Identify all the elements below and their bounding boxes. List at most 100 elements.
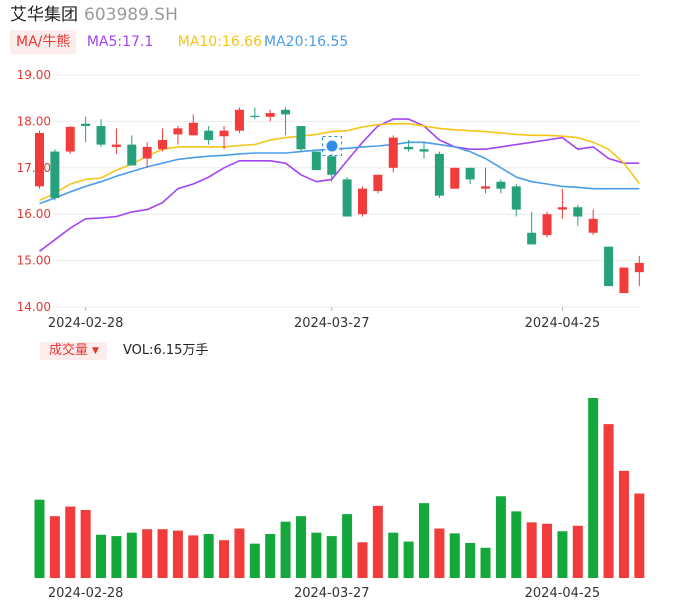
volume-bar (465, 542, 476, 578)
candle-body (35, 133, 44, 187)
candle-body (465, 167, 475, 180)
volume-bar (434, 528, 445, 578)
crosshair-dot-icon (324, 138, 340, 154)
volume-bar (49, 516, 60, 578)
candle-body (327, 156, 337, 175)
volume-bar (357, 542, 368, 578)
ma20-legend: MA20:16.55 (264, 34, 349, 50)
candle-down (465, 167, 475, 185)
candle-body (296, 126, 306, 150)
candle-body (173, 128, 183, 135)
date-tick-label: 2024-04-25 (525, 316, 601, 331)
candle-body (604, 246, 614, 287)
volume-bar (511, 511, 522, 578)
volume-bar (588, 398, 599, 578)
volume-bar (618, 470, 629, 578)
volume-bar (542, 523, 553, 578)
candlestick-series (35, 107, 644, 294)
candle-body (511, 186, 521, 210)
candle-down (311, 151, 321, 171)
candle-body (250, 115, 260, 118)
volume-bar (342, 514, 353, 578)
volume-bar (219, 540, 230, 578)
price-tick-label: 19.00 (17, 68, 51, 82)
volume-bar (311, 532, 322, 578)
volume-bar (495, 496, 506, 578)
stock-code: 603989.SH (84, 5, 178, 25)
stock-header: 艾华集团 603989.SH (10, 4, 178, 26)
candle-down (296, 126, 306, 152)
candle-body (527, 232, 537, 245)
date-tick-label: 2024-02-28 (48, 316, 124, 331)
stock-name: 艾华集团 (10, 5, 78, 25)
ma5-line (39, 118, 640, 252)
volume-value: VOL:6.15万手 (122, 343, 209, 358)
crosshair-marker[interactable] (322, 136, 342, 156)
volume-bar (480, 547, 491, 578)
candle-down (527, 211, 537, 245)
candle-up (373, 174, 383, 194)
volume-bar (65, 506, 76, 578)
candle-up (65, 126, 75, 154)
candle-up (265, 109, 275, 122)
volume-bar (372, 505, 383, 578)
volume-date-tick-label: 2024-02-28 (48, 586, 124, 601)
volume-bar (203, 534, 214, 578)
candle-up (357, 186, 367, 217)
ma10-legend: MA10:16.66 (177, 34, 263, 50)
candle-body (419, 149, 429, 152)
candle-body (158, 139, 168, 150)
volume-bar (34, 499, 45, 578)
candle-down (434, 151, 444, 198)
volume-bar (126, 532, 137, 578)
candle-body (619, 267, 629, 294)
candle-down (281, 107, 291, 136)
ma5-legend: MA5:17.1 (86, 34, 154, 50)
candle-body (388, 137, 398, 168)
candle-body (342, 179, 352, 217)
volume-bar (157, 529, 168, 578)
candle-up (450, 167, 460, 189)
candle-up (111, 128, 121, 154)
chevron-down-icon: ▼ (92, 346, 99, 356)
volume-bar (172, 530, 183, 578)
volume-bar (188, 535, 199, 578)
price-axis: 19.00 18.00 17.00 16.00 15.00 14.00 (17, 68, 51, 314)
candle-body (219, 130, 229, 137)
volume-date-axis: 2024-02-28 2024-03-27 2024-04-25 (48, 586, 600, 601)
price-tick-label: 17.00 (17, 161, 51, 175)
moving-average-lines (39, 118, 640, 252)
price-tick-label: 14.00 (17, 300, 51, 314)
price-tick-label: 16.00 (17, 207, 51, 221)
candle-down (250, 107, 260, 120)
candle-up (588, 209, 598, 236)
candle-down (342, 177, 352, 217)
volume-date-tick-label: 2024-03-27 (294, 586, 370, 601)
candle-up (619, 267, 629, 294)
candle-body (127, 144, 137, 166)
candle-body (234, 109, 244, 131)
candle-body (496, 181, 506, 189)
volume-bar (557, 531, 568, 578)
volume-indicator-selector[interactable]: 成交量 ▼ (40, 342, 107, 360)
candle-down (573, 204, 583, 226)
volume-bar (572, 525, 583, 578)
volume-bar (449, 533, 460, 578)
crosshair-box-icon (322, 136, 342, 156)
volume-indicator-label: 成交量 (49, 343, 89, 358)
candle-body (96, 126, 106, 145)
volume-bar (265, 534, 276, 578)
candle-body (404, 146, 414, 150)
candle-body (557, 207, 567, 210)
ma-indicator-selector[interactable]: MA/牛熊 (10, 30, 77, 54)
volume-bar (526, 522, 537, 578)
candle-body (65, 126, 75, 152)
ma-legend: MA/牛熊 MA5:17.1 MA10:16.66 MA20:16.55 (10, 30, 348, 54)
candle-up (142, 142, 152, 168)
candle-up (234, 107, 244, 133)
volume-bar (388, 532, 399, 578)
candle-body (373, 174, 383, 191)
candle-body (265, 113, 275, 117)
candle-down (419, 142, 429, 159)
